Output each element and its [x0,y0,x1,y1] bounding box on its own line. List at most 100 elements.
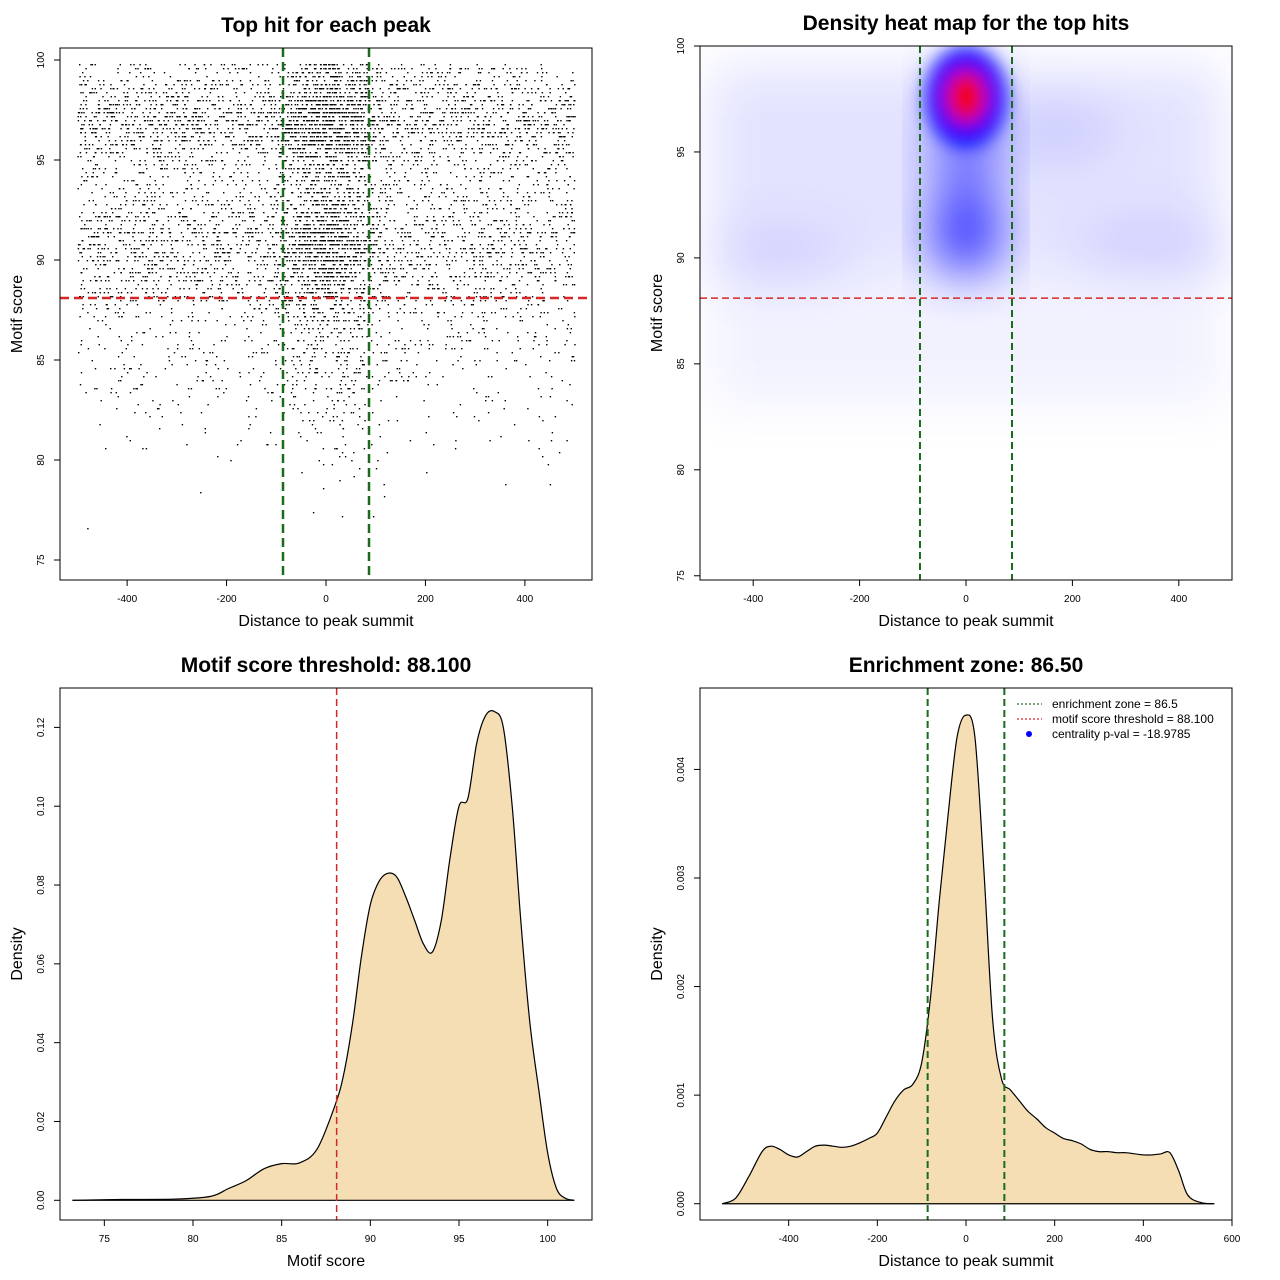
scatter-point [144,192,146,194]
scatter-point [356,116,358,118]
scatter-point [551,228,554,230]
scatter-point [163,240,165,242]
scatter-point [289,124,291,126]
scatter-point [148,100,151,102]
scatter-point [339,124,341,126]
scatter-point [240,144,243,146]
scatter-point [339,76,341,78]
scatter-point [315,176,317,178]
scatter-point [185,160,187,162]
scatter-point [300,364,303,366]
scatter-point [324,248,326,250]
scatter-point [169,128,171,130]
scatter-point [187,228,189,230]
scatter-point [531,296,534,298]
scatter-point [339,480,341,482]
scatter-point [445,148,447,150]
scatter-point [322,312,324,314]
scatter-point [142,332,144,334]
scatter-point [489,176,491,178]
scatter-point [498,340,500,342]
scatter-point [331,92,334,94]
scatter-point [424,184,426,186]
scatter-point [344,444,347,446]
scatter-point [352,72,354,74]
scatter-point [321,284,323,286]
scatter-point [295,224,297,226]
scatter-point [357,192,360,194]
scatter-point [165,84,167,86]
scatter-point [132,276,134,278]
scatter-point [410,208,412,210]
scatter-point [567,264,570,266]
scatter-point [288,236,291,238]
scatter-point [305,324,308,326]
scatter-point [420,140,422,142]
scatter-point [353,392,355,394]
scatter-point [395,284,397,286]
scatter-point [213,132,215,134]
scatter-point [496,328,498,330]
scatter-point [389,196,392,198]
scatter-point [132,200,135,202]
scatter-point [325,388,328,390]
scatter-point [306,84,309,86]
scatter-point [289,404,291,406]
scatter-point [143,200,145,202]
scatter-point [283,220,286,222]
scatter-point [547,188,549,190]
scatter-point [345,124,347,126]
scatter-point [466,136,468,138]
scatter-point [371,444,373,446]
scatter-point [347,136,349,138]
scatter-point [231,64,234,66]
scatter-point [177,300,179,302]
scatter-point [351,124,354,126]
scatter-point [545,128,548,130]
scatter-point [183,136,186,138]
scatter-point [167,120,170,122]
scatter-point [477,168,479,170]
scatter-point [540,96,542,98]
scatter-point [539,256,542,258]
scatter-point [205,260,207,262]
scatter-point [151,204,154,206]
scatter-point [334,244,336,246]
scatter-point [343,268,346,270]
scatter-point [349,188,351,190]
scatter-point [90,244,92,246]
scatter-point [336,276,338,278]
scatter-point [507,140,509,142]
scatter-point [529,272,531,274]
scatter-point [330,112,332,114]
scatter-point [461,340,463,342]
scatter-point [299,100,302,102]
scatter-point [319,324,321,326]
scatter-point [399,372,401,374]
scatter-point [227,232,229,234]
scatter-point [318,228,321,230]
scatter-point [338,256,341,258]
scatter-point [330,388,332,390]
scatter-point [119,216,121,218]
scatter-point [416,160,418,162]
scatter-point [564,344,566,346]
scatter-point [361,364,364,366]
scatter-point [361,144,364,146]
scatter-point [306,320,309,322]
scatter-point [383,280,385,282]
scatter-point [380,156,382,158]
scatter-point [298,244,300,246]
scatter-point [357,316,360,318]
scatter-point [286,156,288,158]
scatter-point [347,100,350,102]
scatter-point [462,248,465,250]
scatter-point [341,124,343,126]
scatter-point [91,236,93,238]
scatter-point [133,252,135,254]
scatter-point [568,104,570,106]
scatter-point [532,116,534,118]
scatter-point [374,184,376,186]
scatter-point [401,164,403,166]
scatter-point [311,108,313,110]
